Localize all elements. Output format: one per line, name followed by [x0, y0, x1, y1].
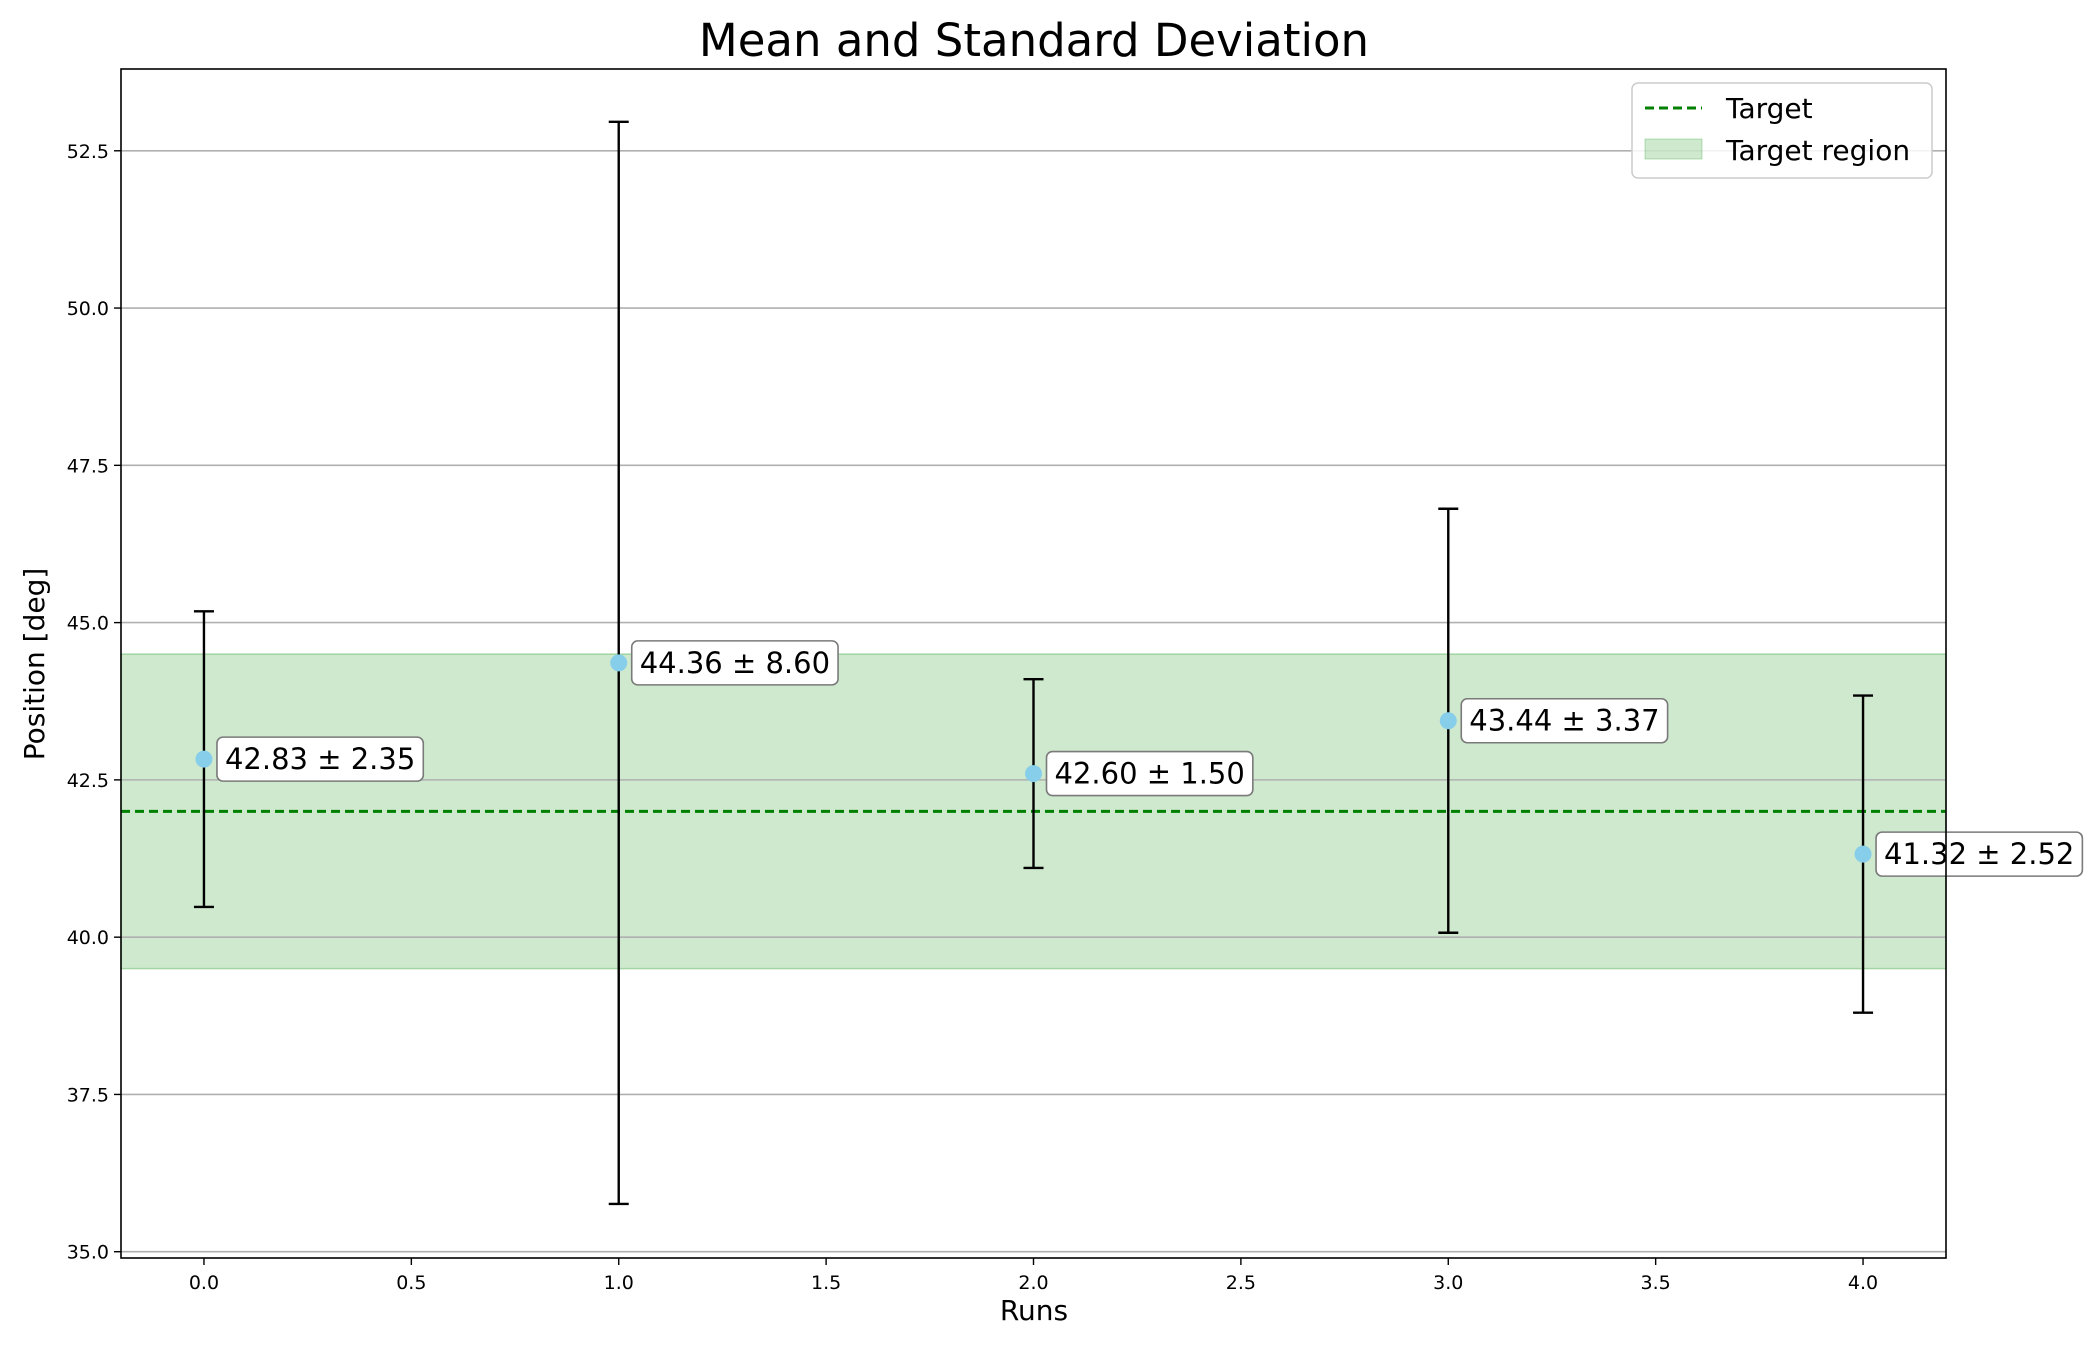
- value-annotation: 41.32 ± 2.52: [1875, 831, 2084, 877]
- data-point: [1025, 765, 1042, 783]
- y-tick-label: 37.5: [67, 1084, 109, 1106]
- legend-target-region-label: Target region: [1725, 134, 1910, 167]
- x-tick-label: 0.0: [189, 1272, 219, 1294]
- annotation-box: [1045, 750, 1254, 797]
- value-annotation: 42.60 ± 1.50: [1045, 750, 1254, 797]
- x-tick-label: 2.5: [1226, 1272, 1256, 1294]
- legend-target-label: Target: [1725, 92, 1813, 125]
- annotation-text: 42.83 ± 2.35: [225, 742, 415, 776]
- annotation-text: 44.36 ± 8.60: [640, 646, 830, 680]
- y-tick-label: 50.0: [67, 298, 109, 320]
- x-axis-label: Runs: [1000, 1294, 1068, 1327]
- annotation-text: 42.60 ± 1.50: [1055, 757, 1245, 791]
- annotation-box: [1875, 831, 2084, 877]
- value-annotation: 42.83 ± 2.35: [216, 736, 425, 782]
- annotation-layer: 42.83 ± 2.35 44.36 ± 8.60 42.60 ± 1.50 43.4…: [216, 640, 2084, 877]
- y-tick-label: 35.0: [67, 1242, 109, 1264]
- annotation-box: [630, 640, 839, 686]
- value-annotation: 43.44 ± 3.37: [1460, 697, 1669, 744]
- y-tick-label: 42.5: [67, 770, 109, 792]
- y-axis-ticks: 35.0 37.5 40.0 42.5 45.0 47.5 50.0 52.5: [67, 141, 121, 1264]
- x-tick-label: 2.0: [1018, 1272, 1048, 1294]
- data-point: [1854, 845, 1872, 863]
- annotation-text: 41.32 ± 2.52: [1884, 837, 2074, 871]
- x-tick-label: 4.0: [1848, 1272, 1878, 1294]
- annotation-box: [216, 736, 425, 782]
- legend-target-region-swatch: [1644, 138, 1703, 160]
- x-tick-label: 1.0: [604, 1272, 634, 1294]
- data-point: [1439, 712, 1457, 730]
- data-point: [610, 654, 628, 672]
- y-tick-label: 45.0: [67, 613, 109, 635]
- x-tick-label: 1.5: [811, 1272, 841, 1294]
- x-tick-label: 3.5: [1641, 1272, 1671, 1294]
- annotation-box: [1460, 697, 1669, 744]
- value-annotation: 44.36 ± 8.60: [630, 640, 839, 686]
- y-tick-label: 40.0: [67, 927, 109, 949]
- y-tick-label: 52.5: [67, 141, 109, 163]
- annotation-text: 43.44 ± 3.37: [1469, 704, 1659, 738]
- x-tick-label: 0.5: [396, 1272, 426, 1294]
- chart-title: Mean and Standard Deviation: [699, 14, 1369, 67]
- grid-layer: [121, 149, 1946, 1253]
- x-axis-ticks: 0.0 0.5 1.0 1.5 2.0 2.5 3.0 3.5 4.0: [189, 1258, 1878, 1294]
- data-point: [195, 750, 213, 768]
- legend: Target Target region: [1631, 82, 1933, 179]
- legend-box: [1631, 82, 1933, 179]
- y-axis-label: Position [deg]: [18, 568, 51, 761]
- point-layer: [195, 654, 1872, 863]
- y-tick-label: 47.5: [67, 455, 109, 477]
- x-tick-label: 3.0: [1433, 1272, 1463, 1294]
